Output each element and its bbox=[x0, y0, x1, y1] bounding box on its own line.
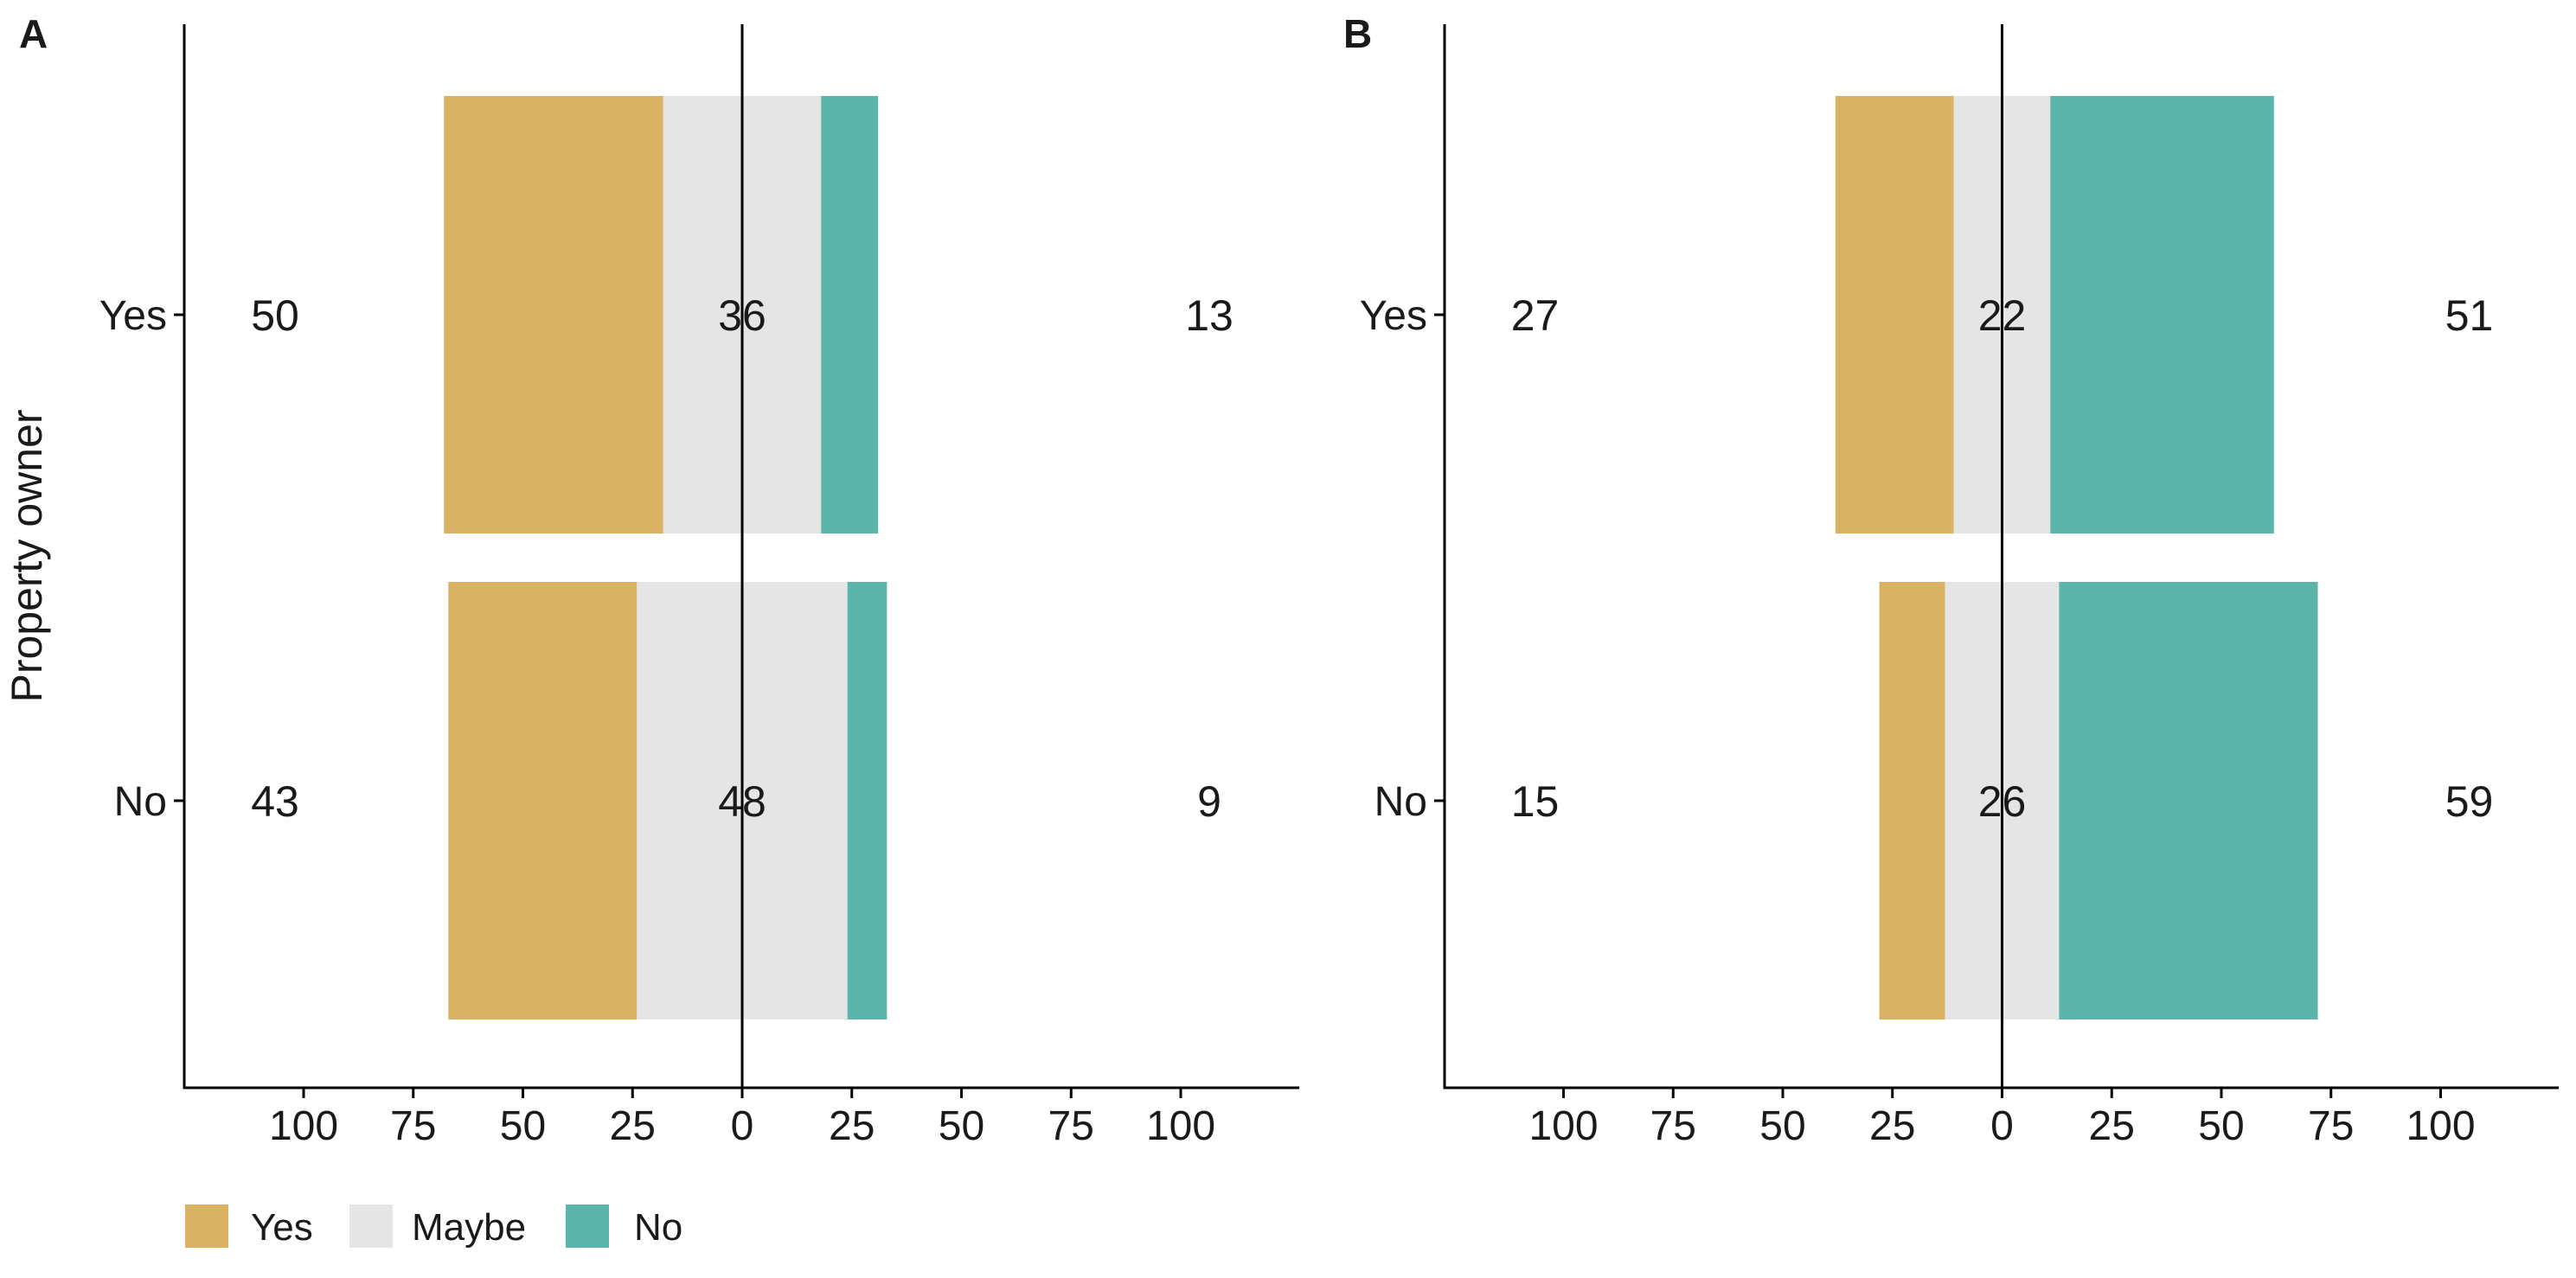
data-label-yes: 15 bbox=[1511, 777, 1560, 826]
bar-yes-no bbox=[2050, 96, 2274, 534]
legend-label-maybe: Maybe bbox=[412, 1206, 526, 1249]
y-tick-label: Yes bbox=[1360, 293, 1427, 339]
legend-label-yes: Yes bbox=[251, 1206, 313, 1249]
legend-swatch-maybe bbox=[349, 1205, 393, 1248]
x-tick-label: 50 bbox=[1759, 1103, 1805, 1149]
x-tick-label: 25 bbox=[2089, 1103, 2135, 1149]
legend: Yes Maybe No bbox=[185, 1205, 682, 1249]
x-tick-label: 75 bbox=[1650, 1103, 1696, 1149]
x-tick-label: 50 bbox=[939, 1103, 984, 1149]
data-label-yes: 27 bbox=[1511, 291, 1560, 340]
x-tick-label: 100 bbox=[1528, 1103, 1598, 1149]
y-tick-label: No bbox=[1375, 779, 1427, 825]
legend-swatch-yes bbox=[185, 1205, 228, 1248]
y-tick-label: Yes bbox=[99, 293, 167, 339]
x-tick-label: 0 bbox=[1990, 1103, 2014, 1149]
data-label-no: 59 bbox=[2445, 777, 2494, 826]
x-tick-label: 100 bbox=[269, 1103, 338, 1149]
x-tick-label: 75 bbox=[1048, 1103, 1094, 1149]
data-label-maybe: 36 bbox=[718, 291, 766, 340]
y-axis-title: Property owner bbox=[3, 409, 51, 702]
bar-yes-yes bbox=[1835, 96, 1954, 534]
panel-b: B Yes No 100 75 50 25 0 25 50 75 100 27 22 51 15 26 59 bbox=[1343, 11, 2559, 1149]
data-label-maybe: 48 bbox=[718, 777, 766, 826]
data-label-no: 13 bbox=[1185, 291, 1234, 340]
x-tick-label: 75 bbox=[390, 1103, 436, 1149]
x-tick-label: 25 bbox=[829, 1103, 875, 1149]
x-tick-label: 100 bbox=[2406, 1103, 2475, 1149]
bar-yes-yes bbox=[444, 96, 663, 534]
panel-a: A Property owner Yes No 100 75 50 25 0 25 50 75 100 5… bbox=[3, 11, 1299, 1149]
x-tick-label: 100 bbox=[1146, 1103, 1215, 1149]
data-label-no: 9 bbox=[1197, 777, 1221, 826]
data-label-yes: 43 bbox=[251, 777, 299, 826]
bar-yes-no bbox=[821, 96, 879, 534]
panel-tag: B bbox=[1343, 11, 1372, 56]
x-tick-label: 0 bbox=[731, 1103, 754, 1149]
y-tick-label: No bbox=[114, 779, 167, 825]
bar-no-yes bbox=[1879, 582, 1945, 1019]
data-label-maybe: 26 bbox=[1978, 777, 2027, 826]
bar-no-no bbox=[2059, 582, 2318, 1019]
x-tick-label: 75 bbox=[2308, 1103, 2354, 1149]
x-tick-label: 25 bbox=[610, 1103, 656, 1149]
x-tick-label: 50 bbox=[500, 1103, 546, 1149]
bar-no-yes bbox=[448, 582, 638, 1019]
panel-tag: A bbox=[19, 11, 48, 56]
x-tick-label: 25 bbox=[1869, 1103, 1915, 1149]
x-tick-label: 50 bbox=[2198, 1103, 2244, 1149]
bar-no-no bbox=[847, 582, 888, 1019]
data-label-no: 51 bbox=[2445, 291, 2494, 340]
legend-swatch-no bbox=[566, 1205, 609, 1248]
data-label-yes: 50 bbox=[251, 291, 299, 340]
legend-label-no: No bbox=[634, 1206, 682, 1249]
data-label-maybe: 22 bbox=[1978, 291, 2027, 340]
